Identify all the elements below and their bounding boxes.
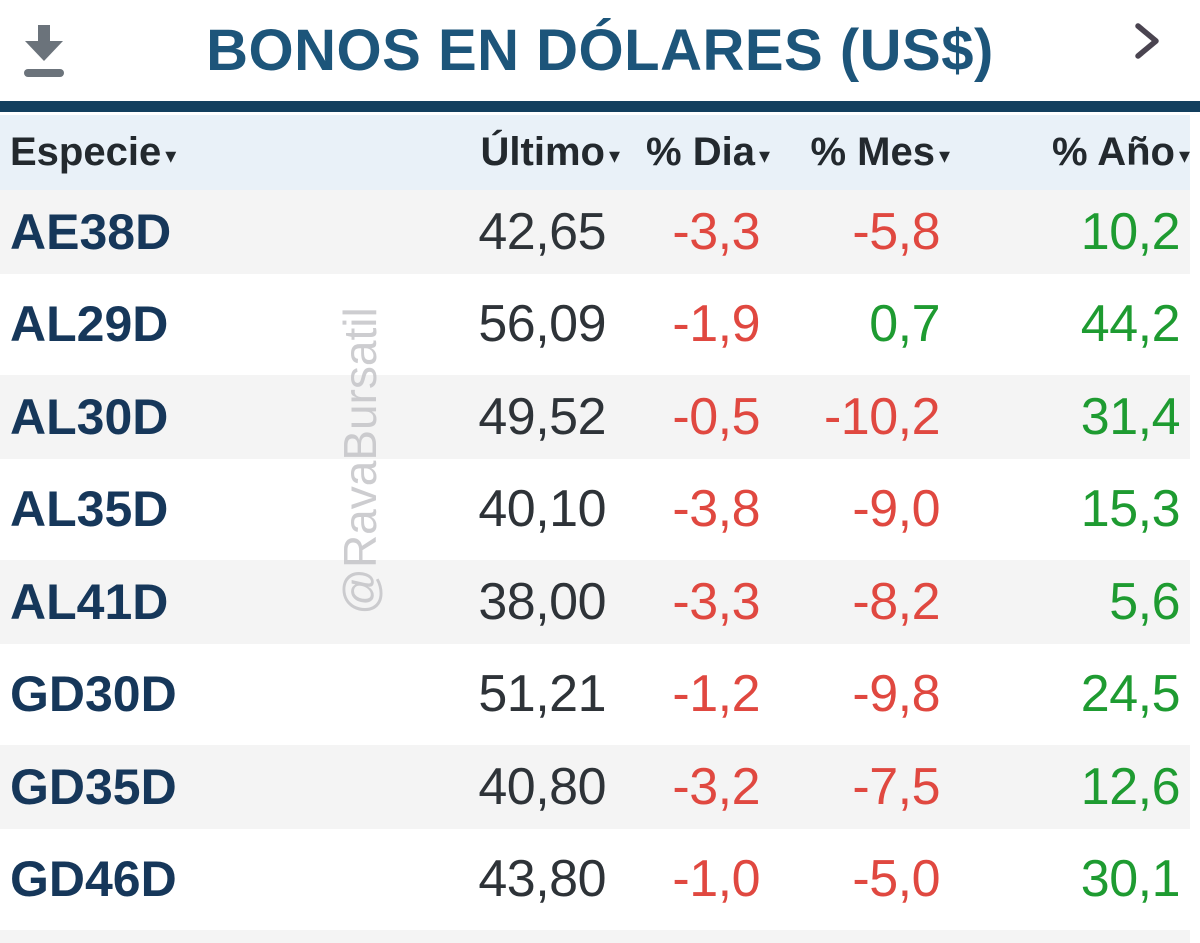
cell-ultimo: 42,65 [478, 202, 606, 261]
column-label: Último [480, 130, 605, 174]
cell-ultimo: 40,80 [478, 757, 606, 816]
divider-gap [0, 112, 1200, 115]
column-header-mes[interactable]: % Mes ▾ [770, 130, 950, 175]
column-label: Especie [10, 130, 162, 174]
sort-arrow-icon: ▾ [1178, 143, 1190, 168]
table-row-ae38d[interactable]: AE38D 42,65 -3,3 -5,8 10,2 [0, 190, 1190, 283]
column-header-especie[interactable]: Especie ▾ [0, 130, 420, 175]
cell-ano: 5,6 [1109, 572, 1180, 631]
sort-arrow-icon: ▾ [608, 143, 620, 168]
cell-dia: -3,3 [672, 202, 760, 261]
cell-especie[interactable]: AL35D [10, 481, 169, 538]
cell-ultimo: 56,09 [478, 295, 606, 354]
column-header-ano[interactable]: % Año ▾ [950, 130, 1190, 175]
cell-especie[interactable]: GD30D [10, 666, 177, 723]
table-row-al41d[interactable]: AL41D 38,00 -3,3 -8,2 5,6 [0, 560, 1190, 653]
cell-mes: -7,5 [852, 757, 940, 816]
cell-ultimo: 40,10 [478, 480, 606, 539]
cell-especie[interactable]: GD46D [10, 851, 177, 908]
cell-dia: -3,8 [672, 480, 760, 539]
table-body: AE38D 42,65 -3,3 -5,8 10,2 AL29D 56,09 -1,9 0,7 4… [0, 190, 1200, 930]
cell-dia: -1,2 [672, 665, 760, 724]
table-header-row: Especie ▾ Último ▾% Dia ▾% Mes ▾% Año ▾ [0, 115, 1190, 190]
column-label: % Dia [646, 130, 755, 174]
cell-mes: -5,8 [852, 202, 940, 261]
cell-dia: -1,0 [672, 850, 760, 909]
column-header-ultimo[interactable]: Último ▾ [420, 130, 620, 175]
column-header-dia[interactable]: % Dia ▾ [620, 130, 770, 175]
cell-ano: 10,2 [1080, 202, 1181, 261]
cell-mes: -9,0 [852, 480, 940, 539]
cell-mes: -9,8 [852, 665, 940, 724]
sort-arrow-icon: ▾ [758, 143, 770, 168]
table-row-gd46d[interactable]: GD46D 43,80 -1,0 -5,0 30,1 [0, 837, 1190, 930]
cell-dia: -3,3 [672, 572, 760, 631]
download-icon[interactable] [18, 23, 70, 79]
table-row-al29d[interactable]: AL29D 56,09 -1,9 0,7 44,2 [0, 282, 1190, 375]
table-row-al35d[interactable]: AL35D 40,10 -3,8 -9,0 15,3 [0, 467, 1190, 560]
panel-titlebar: BONOS EN DÓLARES (US$) [0, 0, 1200, 101]
table-row-gd35d[interactable]: GD35D 40,80 -3,2 -7,5 12,6 [0, 745, 1190, 838]
cell-mes: -5,0 [852, 850, 940, 909]
cell-especie[interactable]: AL41D [10, 573, 169, 630]
table-row-gd30d[interactable]: GD30D 51,21 -1,2 -9,8 24,5 [0, 652, 1190, 745]
chevron-right-icon[interactable] [1130, 21, 1164, 61]
column-label: % Año [1052, 130, 1175, 174]
cell-ultimo: 49,52 [478, 387, 606, 446]
cell-ultimo: 43,80 [478, 850, 606, 909]
cell-especie[interactable]: AL29D [10, 296, 169, 353]
column-label: % Mes [810, 130, 935, 174]
sort-arrow-icon: ▾ [165, 143, 177, 168]
cell-dia: -1,9 [672, 295, 760, 354]
cell-ano: 24,5 [1080, 665, 1181, 724]
cell-ano: 12,6 [1080, 757, 1181, 816]
cell-ultimo: 51,21 [478, 665, 606, 724]
cell-ano: 30,1 [1080, 850, 1181, 909]
partial-next-row [0, 930, 1190, 943]
cell-ano: 31,4 [1080, 387, 1181, 446]
cell-ano: 15,3 [1080, 480, 1181, 539]
divider-bar [0, 101, 1200, 112]
cell-dia: -0,5 [672, 387, 760, 446]
panel-title: BONOS EN DÓLARES (US$) [206, 18, 994, 83]
cell-dia: -3,2 [672, 757, 760, 816]
sort-arrow-icon: ▾ [938, 143, 950, 168]
cell-mes: 0,7 [869, 295, 940, 354]
cell-ano: 44,2 [1080, 295, 1181, 354]
cell-ultimo: 38,00 [478, 572, 606, 631]
cell-mes: -10,2 [823, 387, 941, 446]
cell-especie[interactable]: AE38D [10, 203, 172, 260]
cell-especie[interactable]: GD35D [10, 758, 177, 815]
table-row-al30d[interactable]: AL30D 49,52 -0,5 -10,2 31,4 [0, 375, 1190, 468]
cell-mes: -8,2 [852, 572, 940, 631]
cell-especie[interactable]: AL30D [10, 388, 169, 445]
